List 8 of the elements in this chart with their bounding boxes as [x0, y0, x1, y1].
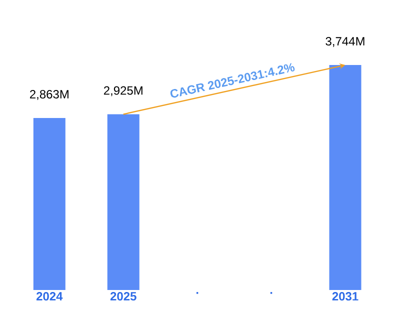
x-tick-label: .: [196, 292, 198, 294]
data-label: 2,863M: [30, 90, 68, 100]
data-label: 3,744M: [326, 37, 364, 47]
x-tick-label: 2031: [332, 292, 358, 301]
x-tick-label: 2024: [36, 292, 63, 301]
x-tick-label: .: [270, 292, 272, 294]
x-tick-label: 2025: [110, 292, 136, 301]
data-label: 2,925M: [104, 86, 142, 96]
